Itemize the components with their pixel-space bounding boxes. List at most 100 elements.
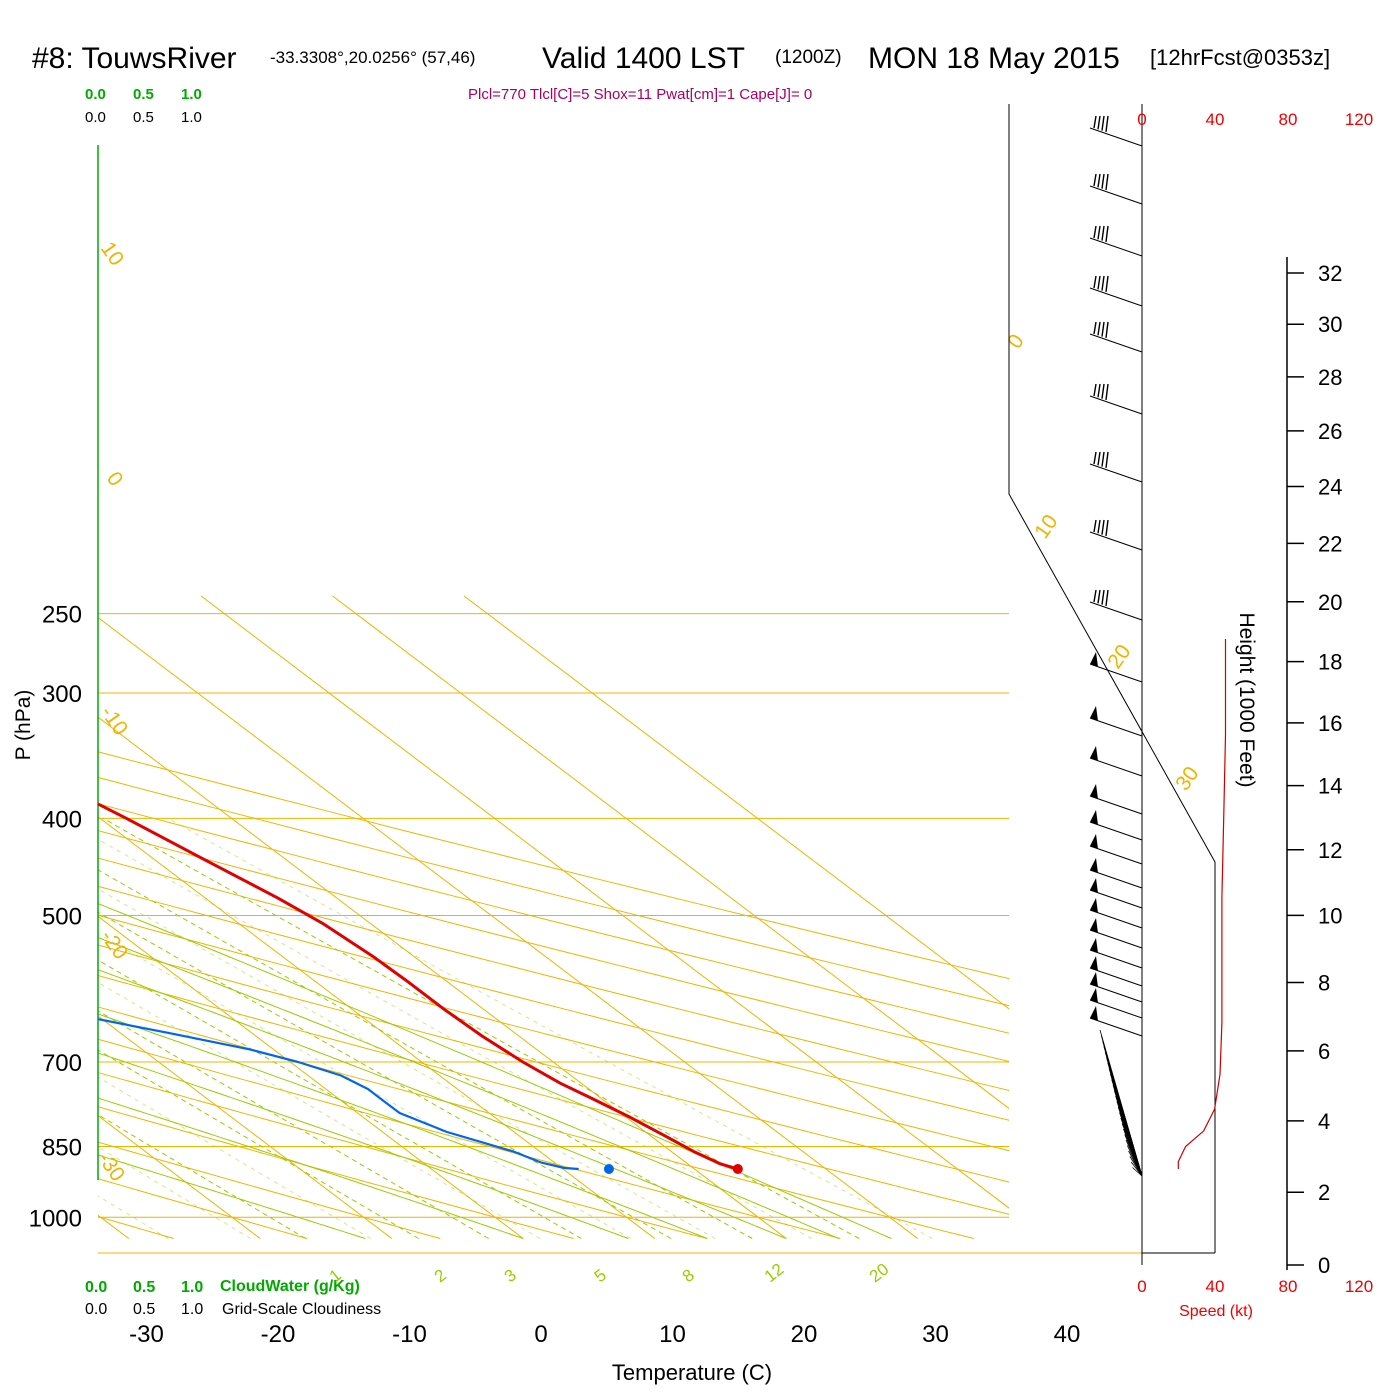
forecast-info: [12hrFcst@0353z]	[1150, 45, 1330, 70]
cloudiness-label: Grid-Scale Cloudiness	[222, 1301, 381, 1318]
wind-barb	[1089, 909, 1143, 929]
wind-barb-feather	[1105, 321, 1109, 338]
isotherm-line	[332, 595, 1009, 1110]
height-tick-label: 14	[1318, 774, 1342, 799]
dry-adiabat-line	[98, 857, 1009, 1091]
dry-adiabat-line	[98, 944, 1009, 1183]
x-axis-label: Temperature (C)	[612, 1360, 772, 1385]
height-axis-label: Height (1000 Feet)	[1235, 612, 1258, 787]
pressure-tick-label: 500	[42, 903, 82, 930]
wind-barb-pennant	[1090, 898, 1098, 913]
wind-barb-feather	[1101, 321, 1105, 337]
wind-barb	[1130, 1161, 1143, 1177]
station-coords: -33.3308°,20.0256° (57,46)	[270, 48, 475, 67]
wind-barb	[1089, 717, 1143, 737]
wind-barb-feather	[1093, 383, 1097, 397]
wind-barb-feather	[1093, 115, 1097, 129]
wind-barb-feather	[1093, 225, 1097, 239]
wind-barb-pennant	[1090, 938, 1098, 953]
cloudiness-scale-bottom: 0.0 0.5 1.0 Grid-Scale Cloudiness	[85, 1301, 381, 1318]
isotherm-line	[200, 595, 1009, 1209]
sounding-params: Plcl=770 Tlcl[C]=5 Shox=11 Pwat[cm]=1 Ca…	[468, 86, 812, 103]
wind-barb-pennant	[1090, 746, 1098, 761]
dry-adiabat-label: 0	[1003, 330, 1029, 353]
pressure-tick-label: 300	[42, 681, 82, 708]
pressure-tick-label: 400	[42, 806, 82, 833]
isotherm-line	[98, 915, 524, 1239]
wind-barb-pennant	[1090, 834, 1098, 849]
wind-barb-feather	[1105, 173, 1109, 190]
dry-adiabat-line	[98, 803, 1009, 1034]
speed-tick-label: 0	[1137, 1277, 1146, 1296]
temperature-tick-label: 10	[659, 1321, 686, 1348]
wind-barb-feather	[1097, 519, 1101, 534]
mixing-ratio-line	[98, 933, 632, 1239]
wind-barb-feather	[1097, 275, 1101, 290]
dry-adiabat-label: 20	[1103, 641, 1135, 673]
pressure-tick-label: 250	[42, 602, 82, 629]
wind-barb-pennant	[1090, 918, 1098, 933]
wind-barb-feather	[1093, 451, 1097, 465]
speed-tick-label: 80	[1279, 1277, 1298, 1296]
mixing-ratio-label: 3	[501, 1265, 520, 1286]
wind-barb-feather	[1105, 589, 1109, 606]
moist-adiabat-line	[98, 1097, 524, 1239]
wind-barb	[1089, 999, 1143, 1019]
wind-barb-pennant	[1090, 858, 1098, 873]
wind-barb	[1089, 185, 1143, 205]
speed-profile-line	[1177, 639, 1227, 1169]
cloudwater-scale-bottom: 0.0 0.5 1.0 CloudWater (g/Kg)	[85, 1278, 360, 1296]
speed-tick-label: 40	[1206, 110, 1225, 129]
speed-tick-label: 120	[1345, 110, 1373, 129]
wind-barb	[1132, 1167, 1143, 1177]
speed-tick-label: 80	[1279, 110, 1298, 129]
cloud-black-tick: 0.0	[85, 109, 106, 126]
mixing-ratio-label: 12	[761, 1260, 788, 1287]
wind-barb-feather	[1101, 173, 1105, 189]
moist-adiabat-line	[98, 902, 892, 1239]
isotherm-line	[463, 595, 1009, 1010]
cloud-black-tick: 0.5	[133, 1301, 155, 1318]
dry-adiabat-line	[98, 1038, 841, 1239]
wind-barb	[1089, 821, 1143, 841]
wind-barb	[1089, 333, 1143, 353]
wind-barb	[1089, 531, 1143, 551]
wind-barb	[1089, 795, 1143, 815]
temperature-tick-label: -30	[129, 1321, 164, 1348]
wind-barb-feather	[1101, 225, 1105, 241]
height-tick-label: 24	[1318, 474, 1342, 499]
wind-barb-pennant	[1090, 988, 1098, 1003]
dry-adiabat-label: 10	[1030, 511, 1062, 543]
wind-barb-pennant	[1090, 784, 1098, 799]
mixing-ratio-line	[98, 838, 812, 1239]
temperature-tick-label: 40	[1054, 1321, 1081, 1348]
wind-barb	[1089, 463, 1143, 483]
wind-barb-feather	[1101, 589, 1105, 605]
wind-barb	[1089, 601, 1143, 621]
height-tick-label: 28	[1318, 365, 1342, 390]
wind-barb-feather	[1101, 383, 1105, 399]
mixing-ratio-line	[98, 888, 716, 1239]
cloud-black-tick: 1.0	[181, 1301, 203, 1318]
wind-barb-pennant	[1090, 652, 1098, 667]
height-tick-label: 16	[1318, 711, 1342, 736]
wind-barb-feather	[1097, 451, 1101, 466]
height-tick-label: 32	[1318, 261, 1342, 286]
cloud-green-tick: 0.0	[85, 86, 106, 103]
cloud-black-tick: 0.5	[133, 109, 154, 126]
wind-barb	[1089, 1017, 1143, 1037]
wind-barb	[1089, 949, 1143, 969]
height-tick-label: 18	[1318, 650, 1342, 675]
mixing-ratio-line	[102, 817, 860, 1239]
wind-barb-feather	[1101, 275, 1105, 291]
pressure-tick-label: 850	[42, 1135, 82, 1162]
plot-boundary	[1008, 104, 1216, 1253]
wind-barb-feather	[1097, 383, 1101, 398]
dewpoint-surface-point	[603, 1163, 614, 1174]
wind-barb-feather	[1093, 589, 1097, 603]
dry-adiabat-line	[98, 1006, 974, 1239]
wind-barb-pennant	[1090, 810, 1098, 825]
wind-barb-feather	[1093, 519, 1097, 533]
mixing-ratio-line	[167, 817, 933, 1239]
dry-adiabat-line	[98, 776, 1009, 1007]
